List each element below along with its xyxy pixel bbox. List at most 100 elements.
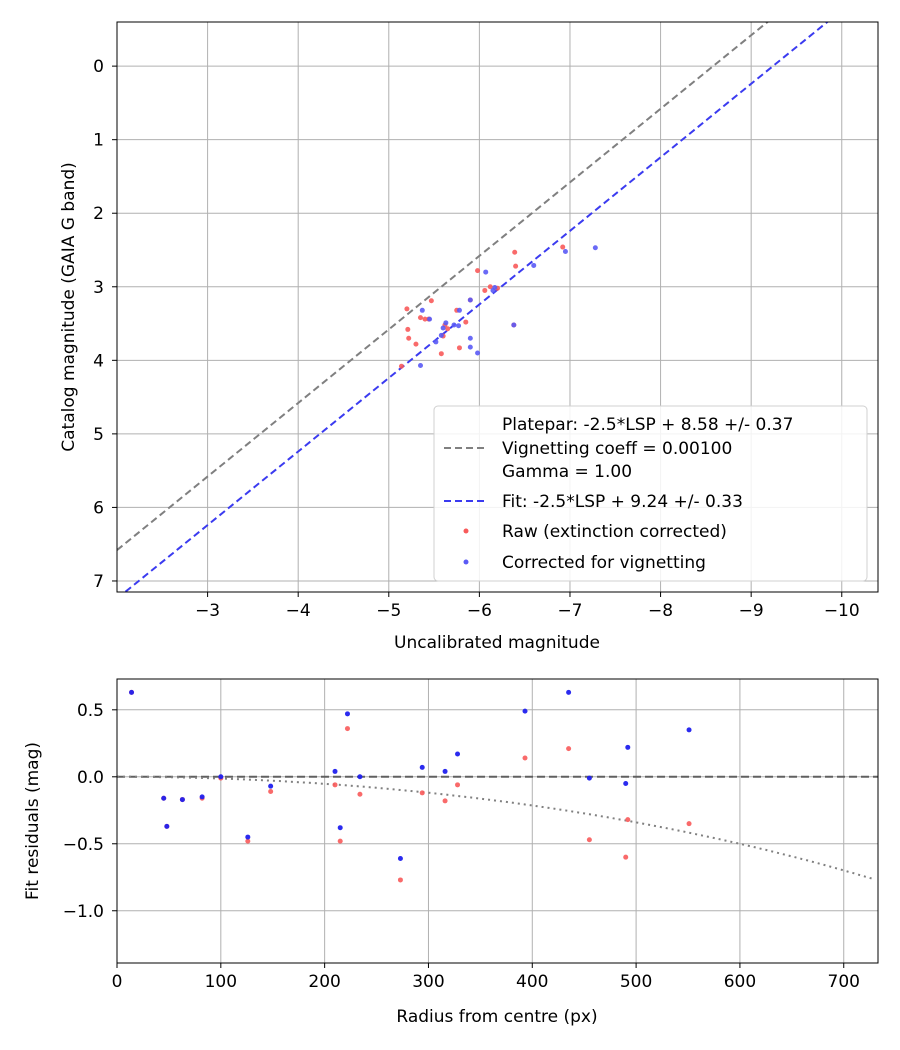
raw-point	[438, 351, 444, 357]
raw-residual-point	[623, 854, 629, 860]
legend: Platepar: -2.5*LSP + 8.58 +/- 0.37 Vigne…	[433, 405, 868, 582]
top-ytick-label: 4	[93, 351, 104, 371]
corrected-residual-point	[179, 797, 185, 803]
corrected-point	[451, 322, 457, 328]
raw-residual-point	[686, 821, 692, 827]
legend-raw-marker	[463, 528, 469, 534]
top-ytick-label: 1	[93, 131, 104, 151]
bottom-xtick-label: 600	[724, 972, 756, 992]
platepar-line	[117, 22, 770, 551]
bottom-xtick-label: 200	[308, 972, 340, 992]
corrected-point	[419, 307, 425, 313]
corrected-residual-point	[199, 794, 205, 800]
corrected-residual-point	[218, 774, 224, 780]
corrected-point	[492, 285, 498, 291]
corrected-residual-point	[397, 856, 403, 862]
top-ytick-label: 6	[93, 498, 104, 518]
bottom-ticks: 0 100 200 300 400 500 600 700 0.5 0.0 −0.5 −1.0	[63, 701, 860, 992]
bottom-xtick-label: 400	[516, 972, 548, 992]
bottom-ytick-label: −0.5	[63, 835, 104, 855]
raw-point	[512, 249, 518, 255]
corrected-residual-point	[623, 780, 629, 786]
top-ytick-label: 0	[93, 57, 104, 77]
raw-point	[413, 341, 419, 347]
raw-point	[456, 345, 462, 351]
bottom-ytick-label: −1.0	[63, 902, 104, 922]
top-xtick-label: −5	[376, 601, 401, 621]
bottom-xtick-label: 700	[828, 972, 860, 992]
top-ticks: −3 −4 −5 −6 −7 −8 −9 −10 0 1 2 3 4 5 6 7	[93, 57, 860, 621]
top-ytick-label: 3	[93, 278, 104, 298]
vignetting-curve	[117, 775, 876, 881]
top-ytick-label: 5	[93, 425, 104, 445]
top-scatter-points	[398, 244, 598, 369]
raw-point	[417, 315, 423, 321]
raw-point	[405, 326, 411, 332]
corrected-point	[467, 335, 473, 341]
corrected-residual-point	[268, 783, 274, 789]
corrected-residual-point	[357, 774, 363, 780]
raw-point	[513, 263, 519, 269]
corrected-point	[511, 322, 517, 328]
corrected-residual-point	[332, 768, 338, 774]
bottom-xlabel: Radius from centre (px)	[396, 1007, 597, 1027]
raw-point	[560, 244, 566, 250]
bottom-reference-lines	[117, 775, 878, 881]
corrected-point	[443, 320, 449, 326]
corrected-point	[467, 344, 473, 350]
corrected-point	[440, 325, 446, 331]
raw-residual-point	[442, 798, 448, 804]
raw-residual-point	[357, 791, 363, 797]
raw-residual-point	[337, 838, 343, 844]
corrected-residual-point	[164, 823, 170, 829]
bottom-grid	[116, 679, 878, 963]
raw-residual-point	[455, 782, 461, 788]
top-xtick-label: −7	[557, 601, 582, 621]
legend-raw-label: Raw (extinction corrected)	[502, 522, 727, 542]
top-ylabel: Catalog magnitude (GAIA G band)	[59, 162, 79, 452]
corrected-residual-point	[586, 775, 592, 781]
top-xtick-label: −3	[195, 601, 220, 621]
corrected-residual-point	[161, 795, 167, 801]
legend-corrected-label: Corrected for vignetting	[502, 553, 706, 573]
raw-residual-point	[566, 746, 572, 752]
raw-residual-point	[625, 817, 631, 823]
corrected-residual-point	[129, 689, 135, 695]
raw-residual-point	[419, 790, 425, 796]
top-xtick-label: −4	[286, 601, 311, 621]
magnitude-plot: −3 −4 −5 −6 −7 −8 −9 −10 0 1 2 3 4 5 6 7 Uncalibrated m…	[59, 21, 879, 653]
raw-point	[463, 319, 469, 325]
top-xtick-label: −6	[467, 601, 492, 621]
corrected-residual-point	[625, 744, 631, 750]
bottom-ytick-label: 0.0	[77, 768, 104, 788]
corrected-point	[456, 307, 462, 313]
raw-point	[428, 298, 434, 304]
corrected-point	[433, 339, 439, 345]
raw-point	[398, 363, 404, 369]
legend-box	[433, 405, 868, 582]
bottom-xtick-label: 0	[112, 972, 123, 992]
top-xlabel: Uncalibrated magnitude	[394, 633, 600, 653]
corrected-point	[531, 262, 537, 268]
raw-point	[422, 316, 428, 322]
raw-residual-point	[245, 838, 251, 844]
raw-point	[404, 306, 410, 312]
legend-corrected-marker	[463, 559, 469, 565]
corrected-point	[475, 350, 481, 356]
raw-residual-point	[522, 755, 528, 761]
corrected-residual-point	[566, 689, 572, 695]
corrected-point	[417, 362, 423, 368]
bottom-xtick-label: 300	[412, 972, 444, 992]
raw-residual-point	[397, 877, 403, 883]
corrected-residual-point	[522, 708, 528, 714]
corrected-point	[427, 316, 433, 322]
corrected-point	[456, 323, 462, 329]
bottom-xtick-label: 500	[620, 972, 652, 992]
legend-vignetting-label: Vignetting coeff = 0.00100	[502, 439, 732, 459]
corrected-residual-point	[442, 768, 448, 774]
bottom-axes-frame	[116, 678, 879, 964]
raw-point	[487, 284, 493, 290]
top-ytick-label: 7	[93, 572, 104, 592]
bottom-xtick-label: 100	[205, 972, 237, 992]
bottom-ytick-label: 0.5	[77, 701, 104, 721]
